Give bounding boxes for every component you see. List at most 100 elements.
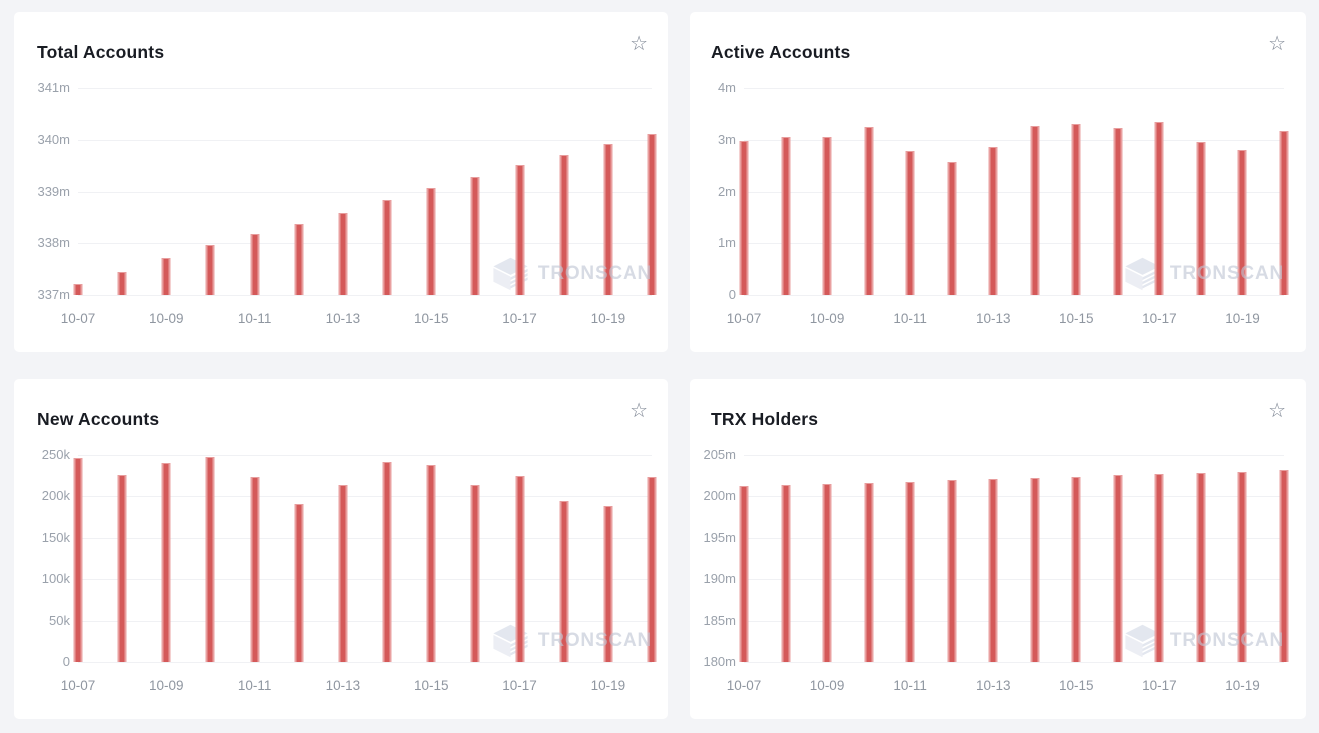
favorite-star-icon[interactable]: ☆: [630, 400, 648, 422]
bar-10-16[interactable]: [470, 484, 480, 662]
x-axis: 10-07 10-09 10-11 10-13 10-15 10-17 10-19: [61, 309, 652, 329]
x-tick-label: 10-11: [237, 678, 272, 693]
bar-10-13[interactable]: [988, 147, 998, 295]
bar-10-15[interactable]: [1071, 123, 1081, 295]
y-tick-label: 180m: [703, 654, 736, 669]
bar-10-13[interactable]: [338, 212, 348, 295]
bar-10-09[interactable]: [822, 136, 832, 295]
y-tick-label: 341m: [37, 80, 70, 95]
bar-10-09[interactable]: [161, 463, 171, 662]
chart-card-trx-holders: TRX Holders ☆ 205m 200m 195m 190m 185m 180m T…: [690, 379, 1306, 719]
tronscan-watermark: TRONSCAN: [1122, 255, 1284, 293]
bar-10-09[interactable]: [161, 258, 171, 295]
bar-10-15[interactable]: [1071, 476, 1081, 662]
bar-10-18[interactable]: [1196, 142, 1206, 295]
bar-10-15[interactable]: [426, 188, 436, 295]
bar-10-10[interactable]: [864, 127, 874, 295]
x-tick-label: 10-19: [590, 311, 626, 326]
bar-10-20[interactable]: [647, 477, 657, 662]
favorite-star-icon[interactable]: ☆: [1268, 400, 1286, 422]
bar-10-10[interactable]: [205, 245, 215, 295]
x-tick-label: 10-11: [893, 311, 927, 326]
y-tick-label: 1m: [717, 235, 736, 251]
bar-10-14[interactable]: [1030, 125, 1040, 295]
bar-10-19[interactable]: [1237, 471, 1247, 662]
bar-10-17[interactable]: [1154, 474, 1164, 662]
plot-area: TRONSCAN: [739, 88, 1289, 296]
bar-10-20[interactable]: [1279, 470, 1289, 662]
bar-10-19[interactable]: [1237, 150, 1247, 295]
tronscan-logo-icon: [493, 624, 528, 658]
y-tick-label: 100k: [41, 571, 70, 587]
gridline: [78, 496, 652, 498]
x-tick-label: 10-07: [726, 311, 762, 326]
bar-10-10[interactable]: [864, 482, 874, 662]
bar-10-12[interactable]: [947, 162, 957, 295]
bar-10-11[interactable]: [250, 476, 260, 662]
plot-area: TRONSCAN: [73, 88, 657, 296]
bar-10-09[interactable]: [822, 483, 832, 662]
bar-10-11[interactable]: [250, 233, 260, 295]
bar-10-20[interactable]: [1279, 131, 1289, 295]
bar-10-12[interactable]: [947, 480, 957, 662]
tronscan-watermark-text: TRONSCAN: [537, 630, 652, 651]
x-axis: 10-07 10-09 10-11 10-13 10-15 10-17 10-19: [727, 309, 1284, 329]
bar-10-17[interactable]: [515, 165, 525, 295]
x-tick-label: 10-13: [975, 678, 1011, 693]
gridline: [744, 88, 1284, 89]
x-tick-label: 10-09: [149, 678, 184, 693]
favorite-star-icon[interactable]: ☆: [630, 33, 648, 55]
plot-area: TRONSCAN: [739, 455, 1289, 663]
bar-10-15[interactable]: [426, 464, 436, 662]
gridline: [744, 295, 1284, 296]
bar-10-18[interactable]: [559, 155, 569, 295]
bar-10-07[interactable]: [739, 141, 749, 295]
bar-10-14[interactable]: [382, 462, 392, 662]
bar-10-20[interactable]: [647, 133, 657, 295]
bar-10-19[interactable]: [603, 506, 613, 662]
chart-card-new-accounts: New Accounts ☆ 250k 200k 150k 100k 50k 0 TRON…: [14, 379, 668, 719]
bar-10-17[interactable]: [1154, 121, 1164, 295]
bar-10-07[interactable]: [73, 283, 83, 295]
x-tick-label: 10-11: [893, 678, 927, 693]
bar-10-07[interactable]: [73, 458, 83, 662]
bar-10-08[interactable]: [117, 474, 127, 662]
y-axis: 4m 3m 2m 1m 0: [690, 80, 744, 302]
bar-10-16[interactable]: [470, 177, 480, 295]
bar-10-19[interactable]: [603, 144, 613, 295]
gridline: [78, 537, 652, 539]
gridline: [744, 243, 1284, 245]
tronscan-logo-icon: [493, 257, 528, 291]
gridline: [744, 620, 1284, 622]
bar-10-16[interactable]: [1113, 475, 1123, 662]
bar-10-14[interactable]: [1030, 477, 1040, 662]
favorite-star-icon[interactable]: ☆: [1268, 33, 1286, 55]
x-tick-label: 10-09: [809, 678, 845, 693]
bar-10-13[interactable]: [338, 484, 348, 662]
bar-10-12[interactable]: [294, 503, 304, 662]
y-tick-label: 4m: [717, 80, 736, 95]
bar-10-11[interactable]: [905, 150, 915, 295]
bar-10-12[interactable]: [294, 224, 304, 295]
x-tick-label: 10-11: [237, 311, 272, 326]
y-tick-label: 150k: [41, 529, 70, 545]
bar-10-13[interactable]: [988, 479, 998, 662]
y-tick-label: 0: [728, 287, 736, 302]
bar-10-16[interactable]: [1113, 128, 1123, 295]
bar-10-07[interactable]: [739, 486, 749, 662]
bar-10-08[interactable]: [117, 271, 127, 295]
y-tick-label: 250k: [41, 447, 70, 462]
x-axis: 10-07 10-09 10-11 10-13 10-15 10-17 10-19: [61, 676, 652, 696]
gridline: [78, 579, 652, 581]
bar-10-18[interactable]: [1196, 473, 1206, 662]
bar-10-08[interactable]: [781, 485, 791, 662]
x-tick-label: 10-17: [502, 311, 537, 326]
bar-10-11[interactable]: [905, 481, 915, 662]
bar-10-10[interactable]: [205, 456, 215, 662]
bar-10-14[interactable]: [382, 199, 392, 295]
bar-10-08[interactable]: [781, 136, 791, 295]
chart-card-total-accounts: Total Accounts ☆ 341m 340m 339m 338m 337m TR…: [14, 12, 668, 352]
bar-10-17[interactable]: [515, 475, 525, 662]
x-tick-label: 10-09: [149, 311, 184, 326]
bar-10-18[interactable]: [559, 501, 569, 662]
